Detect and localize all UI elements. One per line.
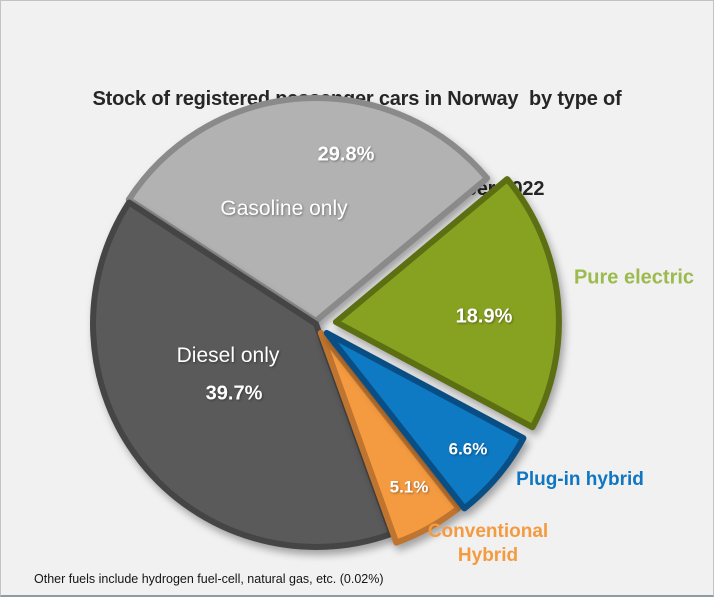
pie-slice-plug-in-hybrid [323, 330, 527, 512]
footnote: Other fuels include hydrogen fuel-cell, … [34, 572, 384, 586]
pie-slice-diesel-only [90, 199, 395, 550]
pie-slice-gasoline-only [125, 95, 491, 324]
pie-slice-conventional-hybrid [317, 329, 462, 546]
pie-slice-pure-electric [332, 176, 562, 431]
